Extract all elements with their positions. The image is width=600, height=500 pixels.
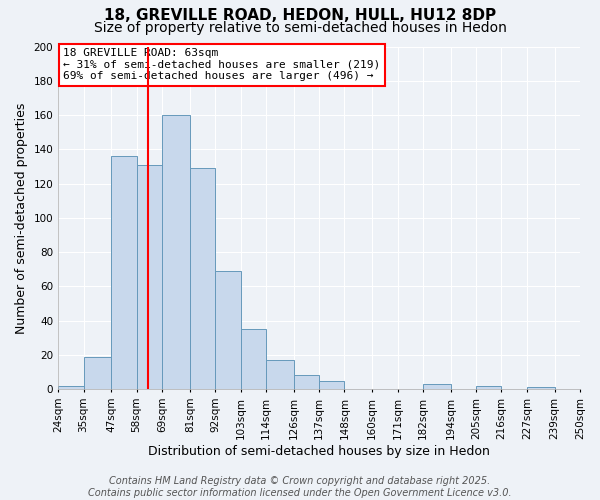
Bar: [580, 388, 600, 389]
Bar: [266, 360, 293, 389]
Bar: [476, 386, 502, 389]
Text: 18, GREVILLE ROAD, HEDON, HULL, HU12 8DP: 18, GREVILLE ROAD, HEDON, HULL, HU12 8DP: [104, 8, 496, 22]
Bar: [83, 356, 111, 389]
Bar: [162, 115, 190, 389]
Bar: [190, 168, 215, 389]
Bar: [215, 271, 241, 389]
Bar: [293, 376, 319, 389]
Bar: [111, 156, 137, 389]
X-axis label: Distribution of semi-detached houses by size in Hedon: Distribution of semi-detached houses by …: [148, 444, 490, 458]
Text: Size of property relative to semi-detached houses in Hedon: Size of property relative to semi-detach…: [94, 21, 506, 35]
Text: 18 GREVILLE ROAD: 63sqm
← 31% of semi-detached houses are smaller (219)
69% of s: 18 GREVILLE ROAD: 63sqm ← 31% of semi-de…: [64, 48, 380, 82]
Bar: [423, 384, 451, 389]
Bar: [527, 388, 554, 389]
Bar: [58, 386, 83, 389]
Y-axis label: Number of semi-detached properties: Number of semi-detached properties: [15, 102, 28, 334]
Text: Contains HM Land Registry data © Crown copyright and database right 2025.
Contai: Contains HM Land Registry data © Crown c…: [88, 476, 512, 498]
Bar: [137, 164, 162, 389]
Bar: [241, 329, 266, 389]
Bar: [319, 380, 344, 389]
